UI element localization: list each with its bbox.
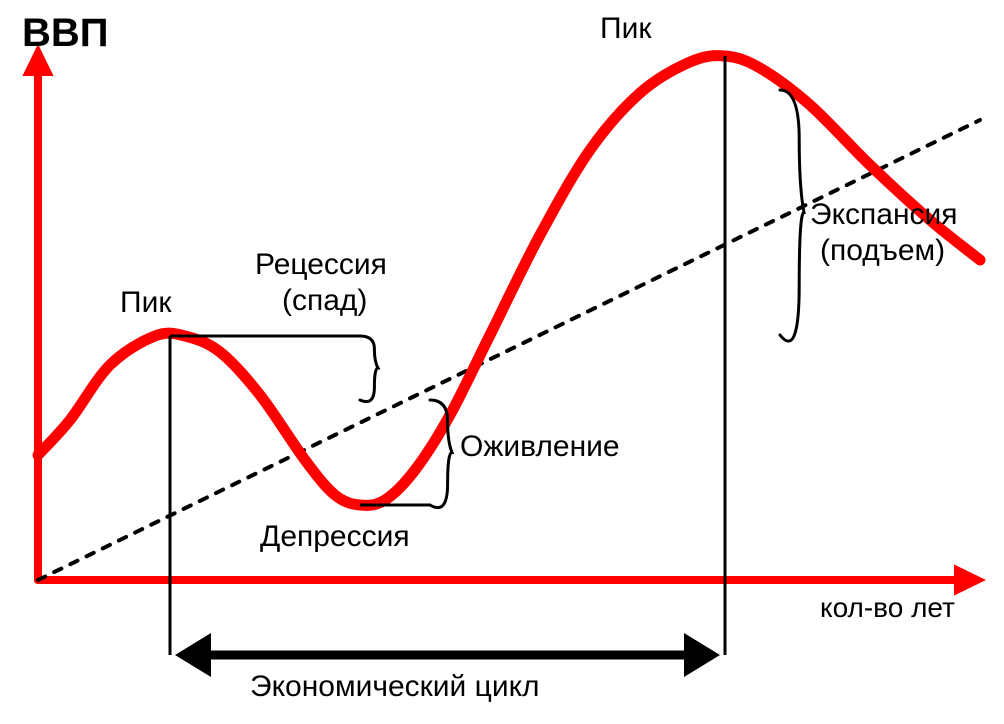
cycle-label: Экономический цикл xyxy=(250,670,540,705)
expansion-label-line1: Экспансия xyxy=(810,198,958,233)
diagram-stage: ВВП кол-во лет Пик Пик Рецессия (спад) О… xyxy=(0,0,1004,724)
y-axis-title: ВВП xyxy=(22,10,109,56)
peak1-label: Пик xyxy=(120,286,171,321)
recovery-label: Оживление xyxy=(460,430,620,465)
recession-label-line1: Рецессия xyxy=(255,248,387,283)
expansion-label-line2: (подъем) xyxy=(820,234,945,269)
depression-label: Депрессия xyxy=(260,520,410,555)
peak2-label: Пик xyxy=(600,12,651,47)
x-axis-title: кол-во лет xyxy=(820,592,955,624)
recession-label-line2: (спад) xyxy=(282,284,367,319)
